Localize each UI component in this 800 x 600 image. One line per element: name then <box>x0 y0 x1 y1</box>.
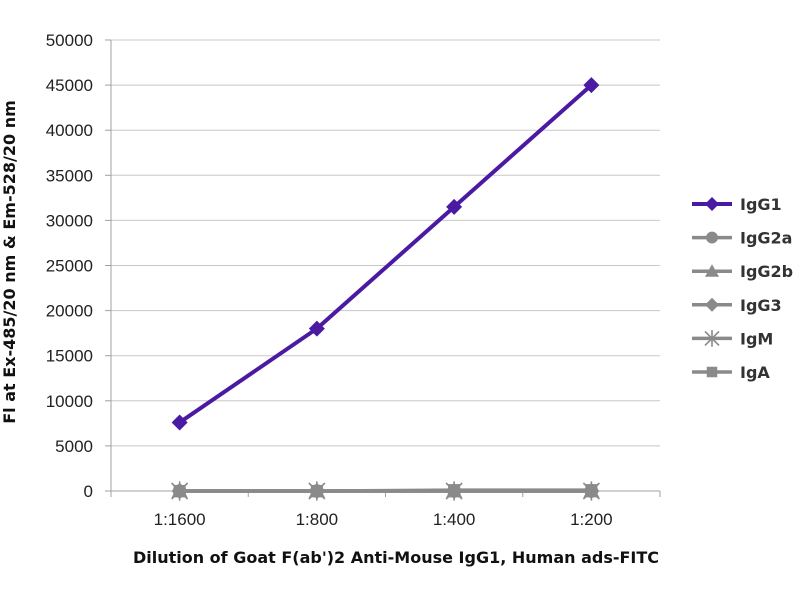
x-axis-title: Dilution of Goat F(ab')2 Anti-Mouse IgG1… <box>133 548 659 567</box>
legend-item-igg2a: IgG2a <box>692 229 792 248</box>
series-igg1 <box>171 77 600 431</box>
legend-label: IgM <box>740 329 773 348</box>
legend-label: IgA <box>740 363 770 382</box>
data-point <box>583 77 600 94</box>
y-tick-label: 50000 <box>46 31 93 50</box>
x-tick-label: 1:1600 <box>154 510 206 529</box>
series-layer <box>171 77 600 501</box>
legend-marker <box>705 297 719 312</box>
legend-label: IgG1 <box>740 195 782 214</box>
series-line <box>178 83 593 425</box>
y-tick-label: 45000 <box>46 76 93 95</box>
legend-label: IgG2b <box>740 262 793 281</box>
y-tick-label: 10000 <box>46 392 93 411</box>
y-tick-label: 20000 <box>46 302 93 321</box>
data-point <box>584 484 599 498</box>
legend-marker <box>705 264 719 277</box>
x-tick-labels: 1:1600 1:800 1:400 1:200 <box>154 510 613 529</box>
legend-marker <box>706 366 718 378</box>
y-tick-label: 35000 <box>46 166 93 185</box>
y-axis-title: Fl at Ex-485/20 nm & Em-528/20 nm <box>0 100 19 424</box>
data-point <box>172 484 187 498</box>
legend-marker <box>705 197 719 211</box>
y-tick-label: 5000 <box>55 437 93 456</box>
legend-item-igm: IgM <box>692 329 773 348</box>
data-point <box>308 320 325 337</box>
data-point <box>447 484 461 498</box>
legend-item-igg3: IgG3 <box>692 296 782 315</box>
x-tick-label: 1:400 <box>433 510 476 529</box>
data-point <box>310 484 324 498</box>
data-point <box>171 414 188 431</box>
legend-marker <box>706 231 718 244</box>
y-tick-label: 25000 <box>46 257 93 276</box>
legend-label: IgG2a <box>740 229 792 248</box>
legend-marker <box>704 330 720 347</box>
gridlines <box>111 39 660 447</box>
y-tick-labels: 0 5000 10000 15000 20000 25000 30000 35000 40000… <box>46 31 93 501</box>
x-tick-label: 1:800 <box>296 510 339 529</box>
y-tick-label: 40000 <box>46 121 93 140</box>
legend-item-iga: IgA <box>692 363 770 382</box>
y-tick-label: 15000 <box>46 347 93 366</box>
legend: IgG1 IgG2a IgG2b IgG3 IgM IgA <box>692 195 793 382</box>
data-point <box>446 198 463 215</box>
y-tick-label: 30000 <box>46 211 93 230</box>
x-tick-label: 1:200 <box>570 510 613 529</box>
series-igg2a <box>172 484 599 498</box>
legend-item-igg2b: IgG2b <box>692 262 793 281</box>
y-tick-label: 0 <box>84 482 93 501</box>
legend-item-igg1: IgG1 <box>692 195 782 214</box>
legend-label: IgG3 <box>740 296 782 315</box>
